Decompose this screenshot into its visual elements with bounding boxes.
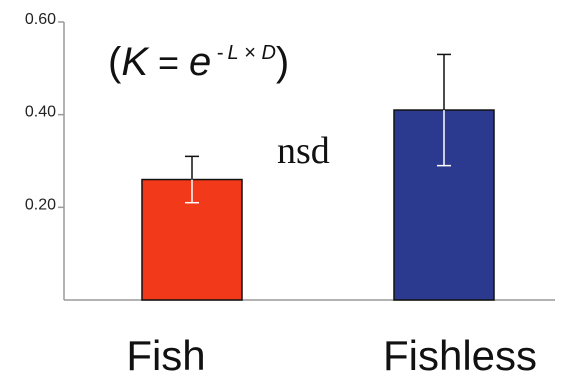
formula-close-paren: ) — [276, 40, 289, 84]
category-label: Fishless — [383, 332, 537, 379]
formula-times: × — [239, 42, 262, 64]
error-bars — [185, 53, 451, 204]
significance-annotation: nsd — [277, 130, 330, 172]
y-tick-label: 0.20 — [25, 196, 56, 213]
formula-minus: - — [211, 42, 223, 64]
formula-k: K — [121, 40, 150, 84]
y-tick-label: 0.60 — [25, 11, 56, 28]
formula-e: e — [189, 40, 211, 84]
formula-exponent: -L × D — [211, 42, 276, 64]
y-ticks: 0.20 0.40 0.60 — [25, 11, 64, 213]
category-labels: Fish Fishless — [126, 332, 537, 379]
bar-fishless — [393, 109, 495, 301]
formula-annotation: (K = e -L × D) — [108, 40, 289, 84]
formula-open-paren: ( — [108, 40, 122, 84]
y-tick-label: 0.40 — [25, 104, 56, 121]
formula-equals: = — [148, 42, 189, 83]
category-label: Fish — [126, 332, 205, 379]
formula-d: D — [261, 42, 275, 64]
formula-l: L — [228, 42, 239, 64]
